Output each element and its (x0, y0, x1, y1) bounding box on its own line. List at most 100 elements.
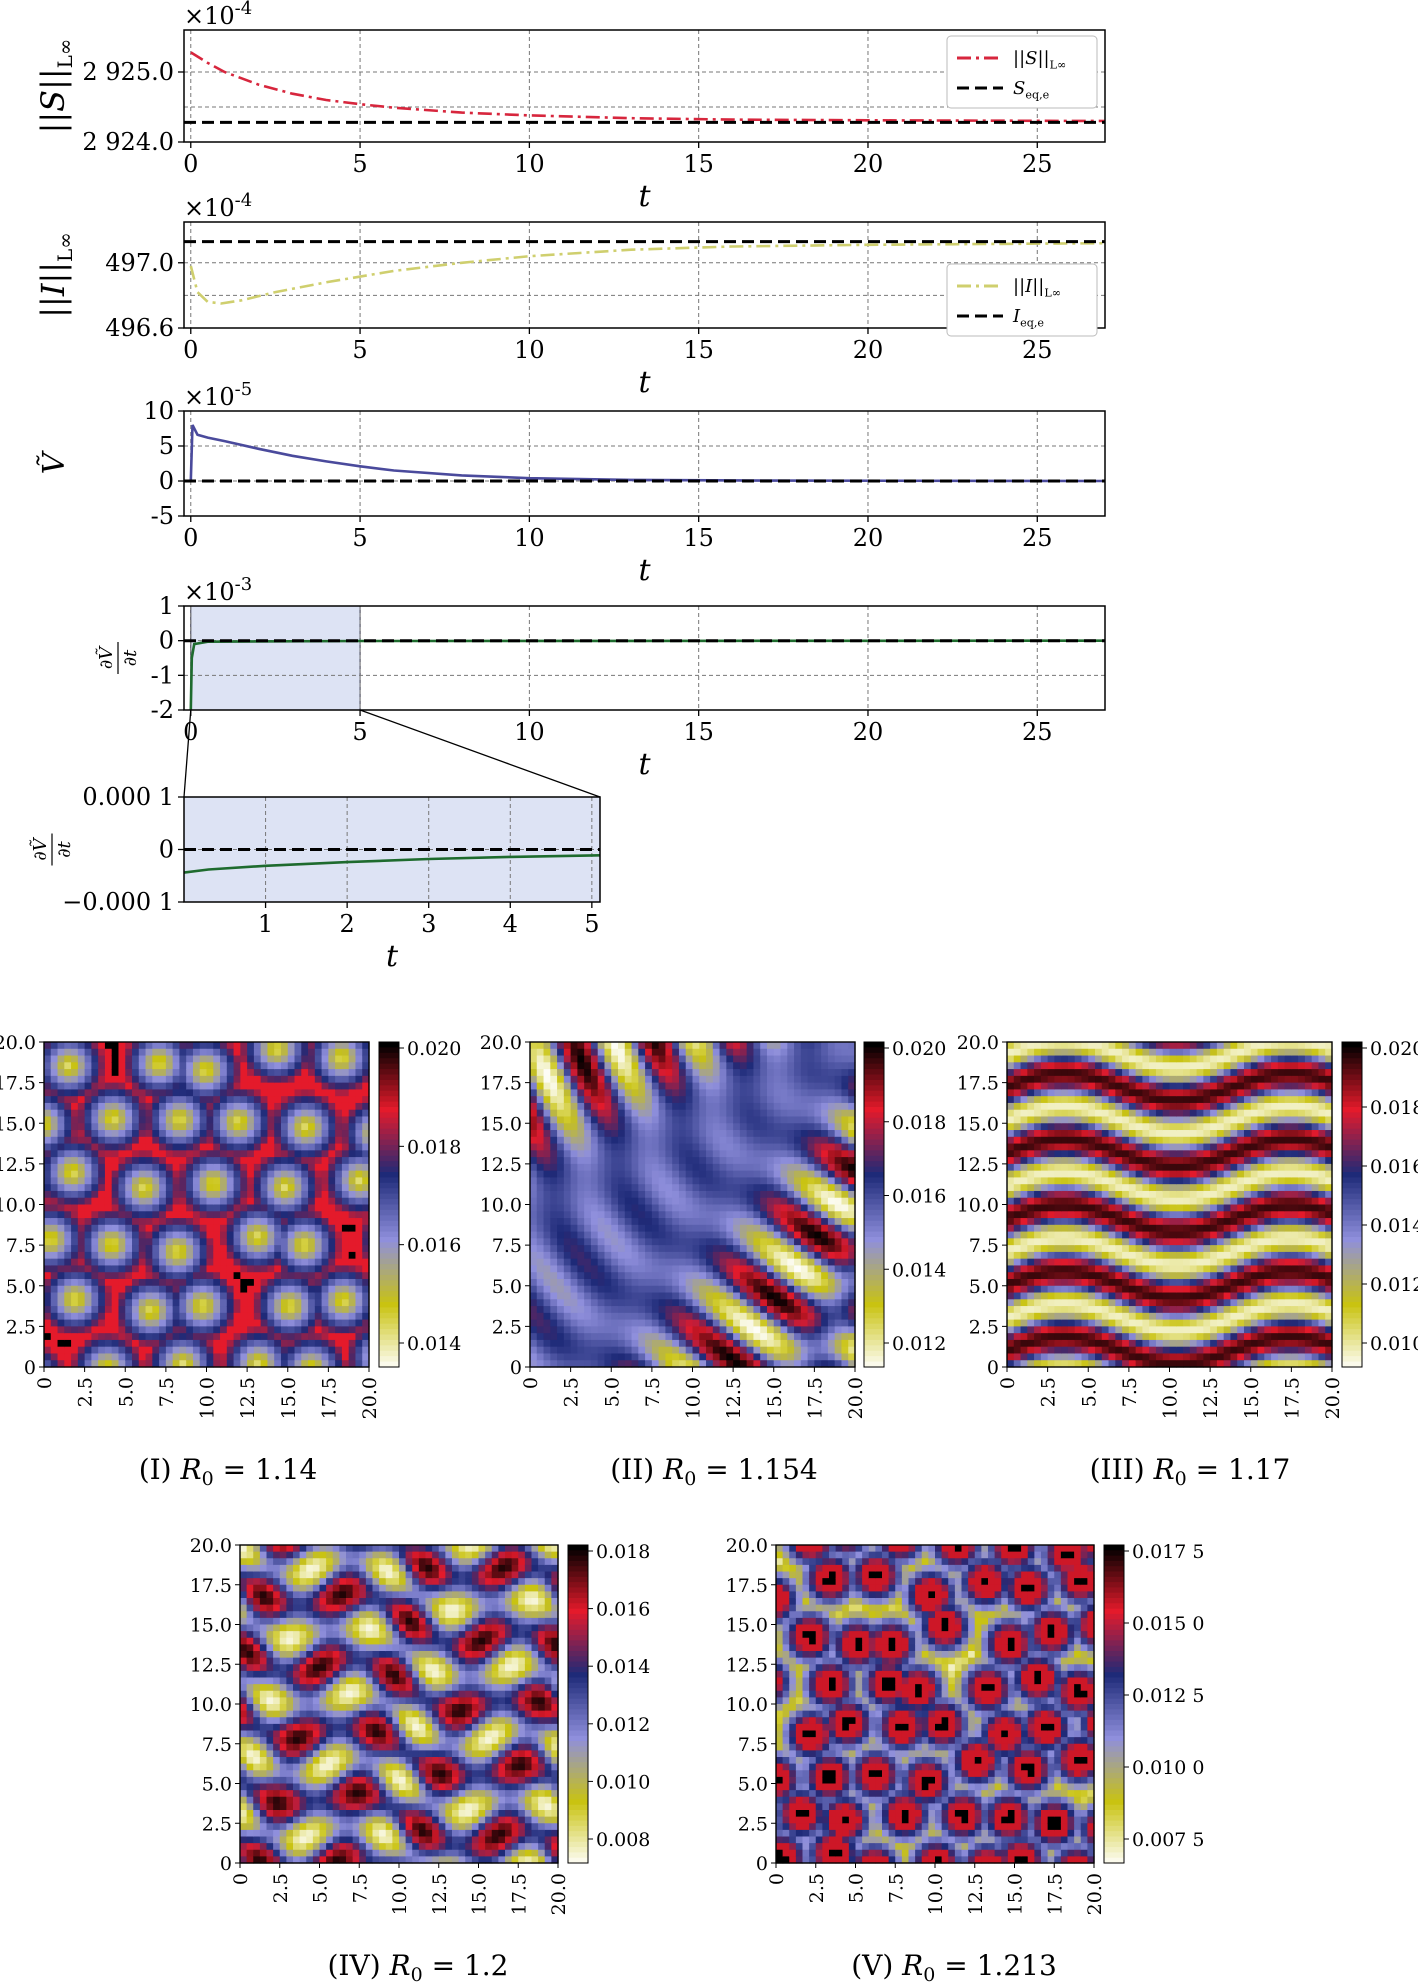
heatmap-cell (834, 1312, 843, 1321)
heatmap-cell (165, 1333, 174, 1341)
heatmap-cell (253, 1042, 262, 1050)
heatmap-cell (739, 1231, 748, 1239)
heatmap-cell (733, 1136, 741, 1145)
heatmap-cell (658, 1224, 667, 1233)
heatmap-cell (260, 1197, 269, 1206)
heatmap-cell (692, 1042, 700, 1050)
heatmap-cell (706, 1197, 714, 1206)
heatmap-cell (274, 1258, 282, 1267)
heatmap-cell (159, 1096, 167, 1104)
heatmap-cell (766, 1265, 775, 1273)
heatmap-cell (726, 1306, 734, 1314)
heatmap-cell (206, 1116, 214, 1124)
heatmap-cell (550, 1292, 558, 1300)
heatmap-cell (584, 1062, 592, 1070)
heatmap-cell (678, 1326, 687, 1334)
heatmap-cell (220, 1170, 228, 1179)
heatmap-cell (766, 1360, 775, 1368)
heatmap-cell (64, 1143, 72, 1151)
heatmap-cell (590, 1272, 599, 1280)
heatmap-cell (321, 1096, 329, 1104)
heatmap-cell (550, 1062, 558, 1070)
heatmap-cell (739, 1218, 748, 1226)
heatmap-cell (50, 1048, 59, 1057)
heatmap-cell (807, 1258, 815, 1267)
heatmap-cell (780, 1299, 788, 1307)
heatmap-cell (800, 1075, 809, 1084)
heatmap-cell (719, 1333, 727, 1341)
heatmap-cell (733, 1089, 741, 1097)
heatmap-cell (821, 1143, 829, 1151)
heatmap-cell (125, 1157, 133, 1165)
heatmap-cell (665, 1075, 673, 1084)
heatmap-cell (834, 1218, 843, 1226)
heatmap-cell (550, 1204, 558, 1212)
heatmap-cell (753, 1075, 761, 1084)
heatmap-cell (645, 1224, 653, 1233)
heatmap-cell (739, 1197, 748, 1206)
heatmap-cell (294, 1048, 302, 1057)
heatmap-cell (604, 1285, 612, 1294)
heatmap-cell (665, 1190, 673, 1199)
heatmap-cell (335, 1130, 343, 1138)
heatmap-cell (77, 1306, 86, 1314)
heatmap-cell (192, 1055, 201, 1063)
heatmap-cell (611, 1143, 619, 1151)
heatmap-cell (253, 1251, 262, 1260)
heatmap-cell (138, 1292, 147, 1300)
heatmap-cell (787, 1333, 795, 1341)
heatmap-cell (638, 1218, 646, 1226)
heatmap-cell (274, 1251, 282, 1260)
heatmap-cell (260, 1353, 269, 1361)
heatmap-cell (827, 1339, 836, 1348)
heatmap-cell (814, 1062, 822, 1070)
heatmap-cell (570, 1312, 578, 1321)
heatmap-cell (348, 1184, 357, 1192)
heatmap-cell (44, 1069, 52, 1077)
heatmap-cell (753, 1218, 761, 1226)
heatmap-cell (253, 1211, 262, 1219)
heatmap-cell (753, 1096, 761, 1104)
heatmap-cell (611, 1123, 619, 1131)
heatmap-cell (335, 1042, 343, 1050)
colorbar-step (379, 1329, 399, 1336)
heatmap-cell (712, 1069, 721, 1077)
heatmap-cell (226, 1184, 235, 1192)
heatmap-cell (706, 1360, 714, 1368)
heatmap-cell (328, 1285, 336, 1294)
heatmap-cell (624, 1197, 633, 1206)
heatmap-cell (328, 1360, 336, 1368)
heatmap-cell (253, 1326, 262, 1334)
heatmap-cell (165, 1157, 174, 1165)
heatmap-cell (280, 1218, 289, 1226)
heatmap-cell (84, 1075, 92, 1084)
heatmap-cell (611, 1109, 619, 1118)
heatmap-cell (604, 1278, 612, 1287)
heatmap-cell (260, 1312, 269, 1321)
heatmap-cell (362, 1245, 370, 1253)
heatmap-cell (590, 1184, 599, 1192)
heatmap-cell (530, 1339, 538, 1348)
heatmap-cell (550, 1299, 558, 1307)
heatmap-cell (287, 1096, 296, 1104)
heatmap-cell (678, 1123, 687, 1131)
heatmap-cell (604, 1075, 612, 1084)
heatmap-cell (651, 1170, 660, 1179)
heatmap-cell (64, 1102, 72, 1111)
heatmap-cell (773, 1292, 782, 1300)
heatmap-cell (672, 1353, 680, 1361)
heatmap-cell (287, 1211, 296, 1219)
heatmap-cell (233, 1082, 241, 1090)
heatmap-cell (98, 1177, 106, 1185)
colorbar-step (379, 1155, 399, 1162)
heatmap-cell (530, 1231, 538, 1239)
heatmap-cell (294, 1157, 302, 1165)
heatmap-cell (294, 1136, 302, 1145)
heatmap-cell (787, 1360, 795, 1368)
heatmap-cell (287, 1299, 296, 1307)
colorbar-step (864, 1264, 884, 1271)
heatmap-cell (165, 1265, 174, 1273)
heatmap-cell (773, 1143, 782, 1151)
heatmap-cell (159, 1042, 167, 1050)
heatmap-cell (678, 1157, 687, 1165)
